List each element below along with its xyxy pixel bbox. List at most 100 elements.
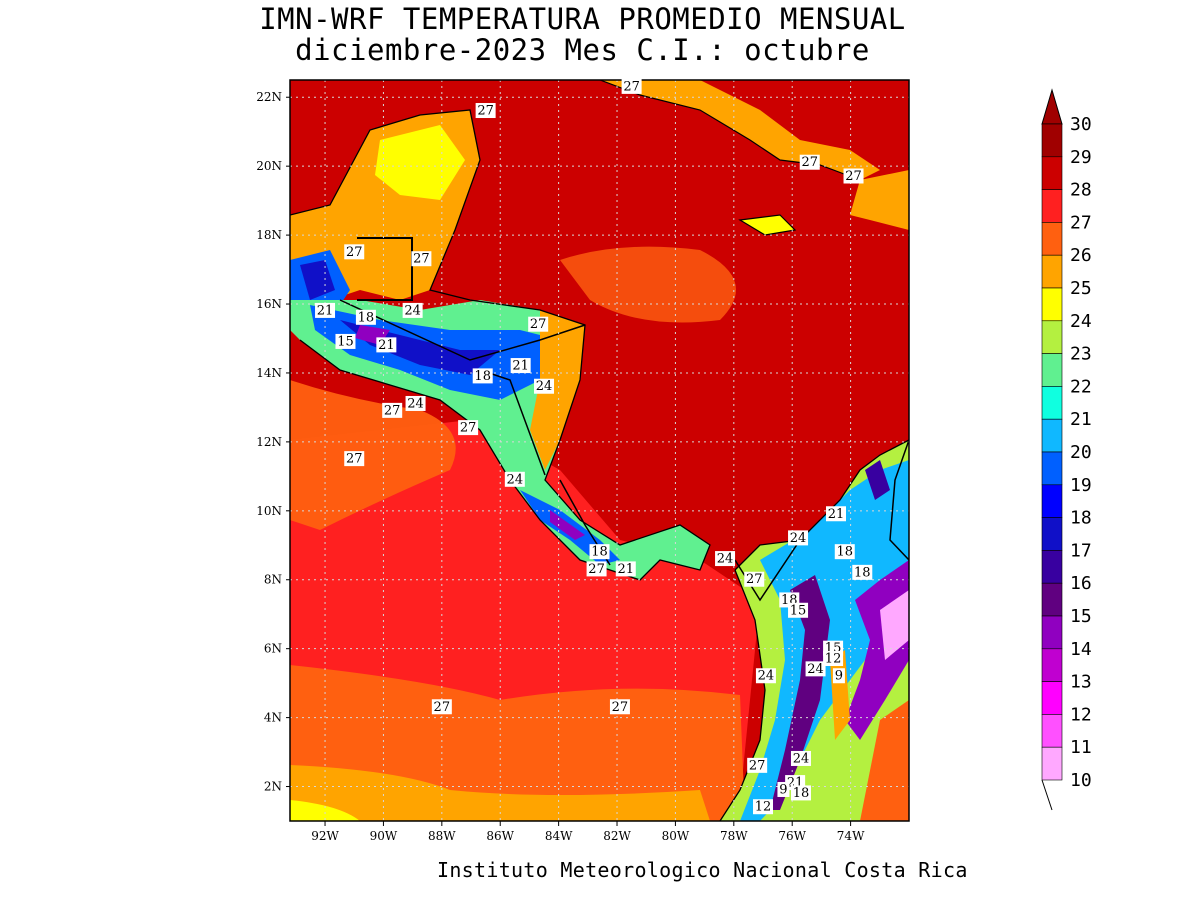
svg-text:15: 15 <box>337 334 354 349</box>
lat-label: 4N <box>264 711 282 725</box>
jamaica-land <box>740 215 795 235</box>
svg-text:24: 24 <box>793 751 810 766</box>
contour-label: 24 <box>504 471 525 487</box>
contour-label: 18 <box>852 564 873 580</box>
lon-label: 74W <box>837 829 865 843</box>
pacific-coastline-colombia <box>719 569 766 821</box>
colorbar-swatch <box>1041 287 1063 322</box>
lat-label: 16N <box>256 297 282 311</box>
svg-text:24: 24 <box>790 531 807 546</box>
lat-label: 6N <box>264 642 282 656</box>
colorbar-level-label: 11 <box>1070 737 1092 758</box>
colorbar-swatch <box>1041 582 1063 617</box>
map-title-line-1: IMN-WRF TEMPERATURA PROMEDIO MENSUAL <box>259 2 906 36</box>
colorbar-swatch <box>1041 386 1063 420</box>
svg-text:27: 27 <box>413 252 430 267</box>
colorbar-level-label: 20 <box>1070 442 1092 463</box>
contour-label: 24 <box>534 378 555 394</box>
colorbar-level-label: 15 <box>1070 606 1092 627</box>
contour-label: 24 <box>755 668 776 684</box>
colorbar-swatch <box>1041 615 1063 650</box>
colorbar-level-label: 12 <box>1070 704 1092 725</box>
contour-label: 24 <box>715 551 736 567</box>
colorbar-swatch <box>1041 189 1063 223</box>
colorbar-level-label: 16 <box>1070 573 1092 594</box>
colorbar-level-label: 23 <box>1070 344 1092 365</box>
contour-label: 18 <box>790 785 811 801</box>
colorbar-swatch <box>1041 550 1063 584</box>
colorbar-swatch <box>1041 418 1063 453</box>
colorbar-level-label: 26 <box>1070 245 1092 266</box>
lat-label: 12N <box>256 435 282 449</box>
lat-label: 2N <box>264 780 282 794</box>
contour-label: 27 <box>475 103 496 119</box>
contour-label: 27 <box>528 316 549 332</box>
colorbar-swatch <box>1041 517 1063 551</box>
svg-text:27: 27 <box>801 155 818 170</box>
lon-label: 82W <box>603 829 631 843</box>
contour-label: 27 <box>431 699 452 715</box>
contour-label: 15 <box>788 602 809 618</box>
latitude-labels: 22N 20N 18N 16N 14N 12N 10N 8N 6N 4N 2N <box>256 90 282 793</box>
svg-text:24: 24 <box>404 303 421 318</box>
map-frame <box>289 79 910 822</box>
colorbar-swatch <box>1041 648 1063 682</box>
svg-text:18: 18 <box>836 545 853 560</box>
svg-text:24: 24 <box>717 552 734 567</box>
coastline <box>290 109 711 581</box>
svg-text:9: 9 <box>835 669 843 684</box>
svg-text:24: 24 <box>807 662 824 677</box>
hispaniola-land <box>850 170 909 230</box>
colorbar-level-label: 14 <box>1070 639 1092 660</box>
colorbar-min-tick <box>1041 779 1053 811</box>
svg-text:18: 18 <box>474 369 491 384</box>
svg-text:27: 27 <box>384 403 401 418</box>
svg-text:21: 21 <box>828 507 845 522</box>
svg-text:18: 18 <box>591 545 608 560</box>
svg-text:27: 27 <box>588 562 605 577</box>
contour-label: 27 <box>344 451 365 467</box>
colorbar-swatch <box>1041 714 1063 748</box>
svg-text:12: 12 <box>755 800 772 815</box>
colorbar: 30 29 28 27 26 25 24 23 22 21 20 19 18 17 16 15 14 13 12 11… <box>1041 88 1092 811</box>
colorbar-level-label: 21 <box>1070 409 1092 430</box>
svg-text:27: 27 <box>749 758 766 773</box>
contour-label: 21 <box>315 302 336 318</box>
contour-label: 12 <box>753 799 774 815</box>
colorbar-swatch <box>1041 156 1063 190</box>
contour-label: 24 <box>790 750 811 766</box>
svg-text:24: 24 <box>507 472 524 487</box>
contour-label: 27 <box>586 561 607 577</box>
contour-label: 18 <box>834 544 855 560</box>
pacific-coastal-band <box>290 380 456 530</box>
colorbar-swatch <box>1041 451 1063 486</box>
svg-text:27: 27 <box>612 700 629 715</box>
contour-label: 27 <box>843 168 864 184</box>
svg-text:21: 21 <box>378 338 395 353</box>
contour-label: 21 <box>826 506 847 522</box>
lat-label: 18N <box>256 228 282 242</box>
svg-text:12: 12 <box>825 652 842 667</box>
svg-text:27: 27 <box>477 104 494 119</box>
colorbar-level-label: 30 <box>1070 114 1092 135</box>
gridlines <box>286 80 909 826</box>
contour-label: 27 <box>744 571 765 587</box>
colorbar-level-label: 28 <box>1070 180 1092 201</box>
panama-colombia-border <box>734 539 801 602</box>
lon-label: 84W <box>545 829 573 843</box>
svg-text:18: 18 <box>793 786 810 801</box>
colorbar-level-label: 17 <box>1070 540 1092 561</box>
contour-label: 24 <box>402 302 423 318</box>
cuba-coastline <box>599 80 861 181</box>
svg-text:9: 9 <box>779 782 787 797</box>
svg-text:21: 21 <box>512 359 529 374</box>
contour-label: 18 <box>472 368 493 384</box>
guatemala-border <box>357 237 413 301</box>
svg-text:18: 18 <box>854 565 871 580</box>
contour-label: 12 <box>823 651 844 667</box>
contour-label: 27 <box>458 420 479 436</box>
colorbar-swatch <box>1041 123 1063 158</box>
lat-label: 10N <box>256 504 282 518</box>
contour-label: 18 <box>355 309 376 325</box>
